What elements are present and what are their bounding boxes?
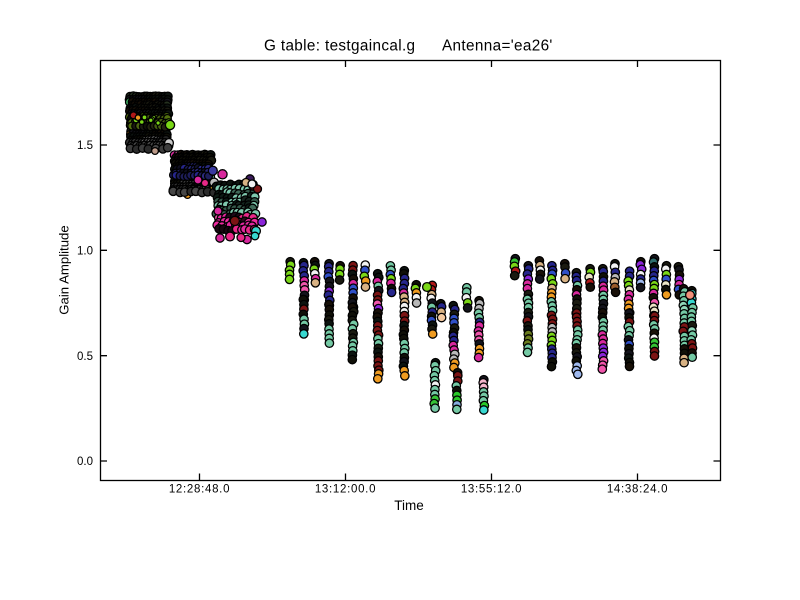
svg-text:1.5: 1.5 <box>77 140 93 152</box>
svg-text:0.0: 0.0 <box>77 456 93 468</box>
svg-text:14:38:24.0: 14:38:24.0 <box>607 484 668 496</box>
svg-text:12:28:48.0: 12:28:48.0 <box>169 484 230 496</box>
svg-text:0.5: 0.5 <box>77 351 93 363</box>
svg-text:G table: testgaincal.g: G table: testgaincal.g <box>264 38 415 55</box>
svg-text:Antenna='ea26': Antenna='ea26' <box>442 38 553 55</box>
svg-text:1.0: 1.0 <box>77 245 93 257</box>
svg-text:Time: Time <box>394 498 424 513</box>
svg-text:13:12:00.0: 13:12:00.0 <box>315 484 376 496</box>
svg-text:Gain Amplitude: Gain Amplitude <box>57 225 72 314</box>
svg-text:13:55:12.0: 13:55:12.0 <box>461 484 522 496</box>
